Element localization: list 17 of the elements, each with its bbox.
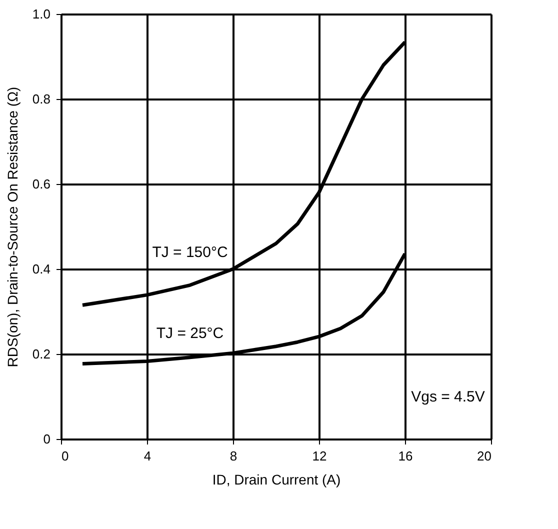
x-tick-label: 20 <box>477 448 492 464</box>
y-axis-title: RDS(on), Drain-to-Source On Resistance (Ω) <box>4 86 20 368</box>
x-axis-title: ID, Drain Current (A) <box>212 472 341 488</box>
x-tick-label: 0 <box>62 448 69 464</box>
y-tick-label: 0.4 <box>32 262 50 276</box>
x-tick-label: 8 <box>230 448 238 464</box>
series-label: TJ = 25°C <box>156 324 224 342</box>
y-tick-label: 0.2 <box>32 346 50 362</box>
x-tick-label: 12 <box>312 448 327 464</box>
y-tick-label: 0.6 <box>32 176 50 192</box>
y-tick-label: 0 <box>43 432 50 446</box>
x-tick-label: 16 <box>398 448 413 464</box>
annotation: Vgs = 4.5V <box>411 388 485 406</box>
y-tick-label: 0.8 <box>32 92 50 106</box>
series-label: TJ = 150°C <box>152 244 228 261</box>
y-tick-label: 1.0 <box>32 6 50 22</box>
x-tick-label: 4 <box>144 448 152 464</box>
